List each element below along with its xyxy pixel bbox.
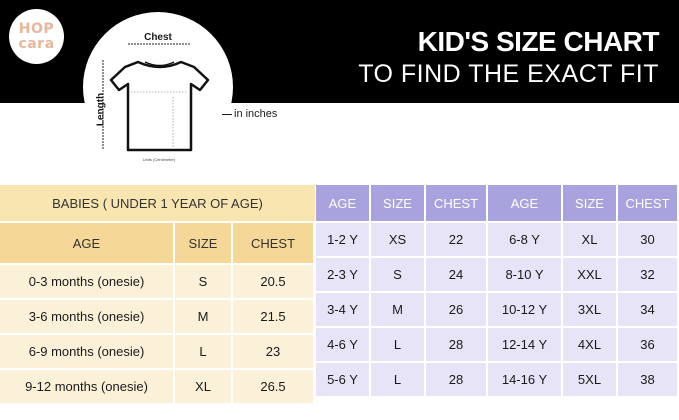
header-age: AGE bbox=[0, 223, 175, 263]
cell-chest: 26.5 bbox=[233, 370, 315, 403]
inches-text: in inches bbox=[234, 108, 278, 120]
cell-age: 10-12 Y bbox=[488, 293, 563, 326]
cell-size: L bbox=[175, 335, 233, 368]
cell-size: S bbox=[371, 258, 426, 291]
cell-size: 5XL bbox=[563, 363, 618, 396]
unit-label: Units (Centimeter) bbox=[142, 157, 176, 162]
table-row: 0-3 months (onesie) S 20.5 bbox=[0, 265, 315, 300]
cell-chest: 23 bbox=[233, 335, 315, 368]
table-row: 1-2 Y XS 22 6-8 Y XL 30 bbox=[316, 223, 679, 258]
cell-age: 5-6 Y bbox=[316, 363, 371, 396]
cell-age: 2-3 Y bbox=[316, 258, 371, 291]
cell-chest: 28 bbox=[426, 328, 488, 361]
cell-size: M bbox=[175, 300, 233, 333]
cell-chest: 22 bbox=[426, 223, 488, 256]
header-size: SIZE bbox=[371, 185, 426, 221]
header-age: AGE bbox=[316, 185, 371, 221]
cell-chest: 20.5 bbox=[233, 265, 315, 298]
header-size: SIZE bbox=[563, 185, 618, 221]
babies-table-title: BABIES ( UNDER 1 YEAR OF AGE) bbox=[0, 185, 315, 223]
table-row: 3-4 Y M 26 10-12 Y 3XL 34 bbox=[316, 293, 679, 328]
cell-age: 4-6 Y bbox=[316, 328, 371, 361]
table-row: 5-6 Y L 28 14-16 Y 5XL 38 bbox=[316, 363, 679, 398]
chart-title: KID'S SIZE CHART bbox=[417, 26, 660, 57]
cell-chest: 32 bbox=[618, 258, 679, 291]
cell-age: 0-3 months (onesie) bbox=[0, 265, 175, 298]
logo-text-bottom: cara bbox=[18, 36, 55, 52]
cell-chest: 28 bbox=[426, 363, 488, 396]
header-chest: CHEST bbox=[426, 185, 488, 221]
length-label: Length bbox=[95, 92, 107, 127]
logo-text-top: HOP bbox=[18, 21, 55, 37]
cell-chest: 38 bbox=[618, 363, 679, 396]
cell-size: L bbox=[371, 328, 426, 361]
table-row: 3-6 months (onesie) M 21.5 bbox=[0, 300, 315, 335]
cell-size: XL bbox=[563, 223, 618, 256]
header-chest: CHEST bbox=[618, 185, 679, 221]
table-row: 2-3 Y S 24 8-10 Y XXL 32 bbox=[316, 258, 679, 293]
babies-size-table: BABIES ( UNDER 1 YEAR OF AGE) AGE SIZE C… bbox=[0, 185, 315, 405]
table-row: 4-6 Y L 28 12-14 Y 4XL 36 bbox=[316, 328, 679, 363]
kids-size-table: AGE SIZE CHEST AGE SIZE CHEST 1-2 Y XS 2… bbox=[316, 185, 679, 398]
chart-subtitle: TO FIND THE EXACT FIT bbox=[358, 60, 659, 88]
dash-icon bbox=[222, 113, 232, 115]
cell-size: 3XL bbox=[563, 293, 618, 326]
cell-size: L bbox=[371, 363, 426, 396]
cell-age: 8-10 Y bbox=[488, 258, 563, 291]
cell-size: XL bbox=[175, 370, 233, 403]
cell-chest: 34 bbox=[618, 293, 679, 326]
babies-header-row: AGE SIZE CHEST bbox=[0, 223, 315, 265]
tshirt-diagram: Chest Length Units (Centimeter) bbox=[83, 12, 233, 162]
table-row: 6-9 months (onesie) L 23 bbox=[0, 335, 315, 370]
cell-chest: 30 bbox=[618, 223, 679, 256]
table-row: 9-12 months (onesie) XL 26.5 bbox=[0, 370, 315, 405]
chest-label: Chest bbox=[144, 32, 172, 43]
inches-note: in inches bbox=[222, 108, 277, 120]
cell-age: 9-12 months (onesie) bbox=[0, 370, 175, 403]
cell-age: 3-6 months (onesie) bbox=[0, 300, 175, 333]
cell-chest: 24 bbox=[426, 258, 488, 291]
cell-age: 1-2 Y bbox=[316, 223, 371, 256]
tshirt-icon bbox=[102, 43, 210, 152]
kids-header-row: AGE SIZE CHEST AGE SIZE CHEST bbox=[316, 185, 679, 223]
cell-size: XS bbox=[371, 223, 426, 256]
cell-age: 6-8 Y bbox=[488, 223, 563, 256]
cell-size: XXL bbox=[563, 258, 618, 291]
cell-chest: 26 bbox=[426, 293, 488, 326]
cell-age: 12-14 Y bbox=[488, 328, 563, 361]
header-chest: CHEST bbox=[233, 223, 315, 263]
cell-chest: 21.5 bbox=[233, 300, 315, 333]
brand-logo: HOP cara bbox=[9, 9, 64, 64]
cell-age: 6-9 months (onesie) bbox=[0, 335, 175, 368]
cell-size: 4XL bbox=[563, 328, 618, 361]
header-size: SIZE bbox=[175, 223, 233, 263]
cell-size: S bbox=[175, 265, 233, 298]
cell-size: M bbox=[371, 293, 426, 326]
header-age: AGE bbox=[488, 185, 563, 221]
cell-age: 3-4 Y bbox=[316, 293, 371, 326]
cell-age: 14-16 Y bbox=[488, 363, 563, 396]
cell-chest: 36 bbox=[618, 328, 679, 361]
